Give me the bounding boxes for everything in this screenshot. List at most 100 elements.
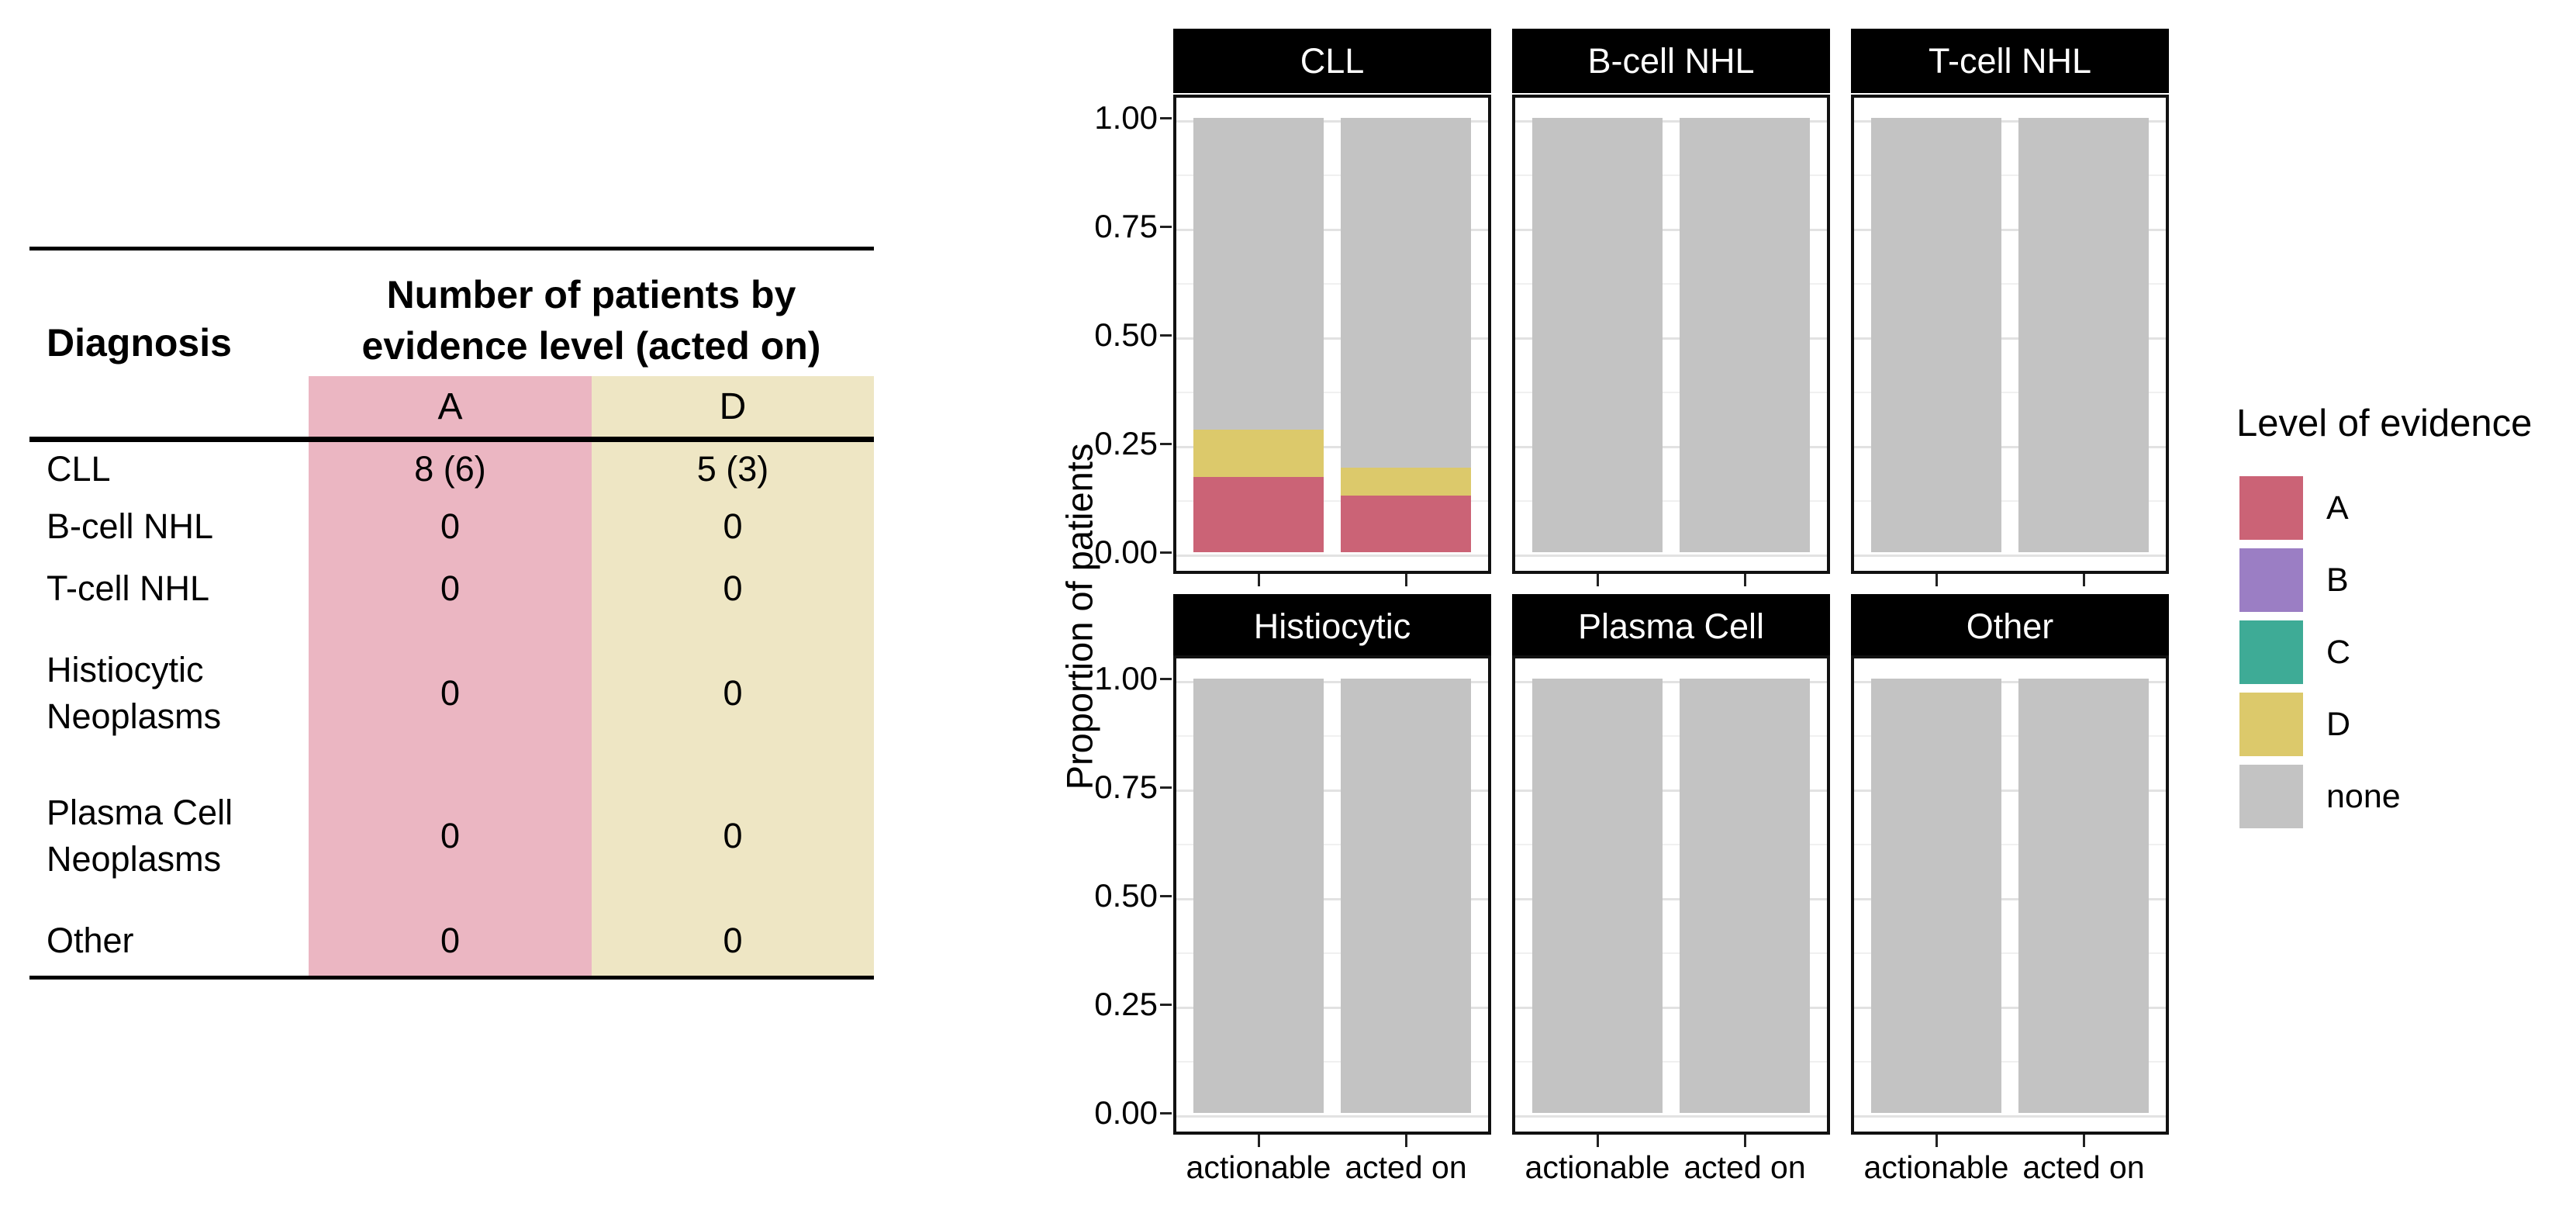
- minor-gridline: [1176, 500, 1488, 502]
- y-tick-mark: [1160, 894, 1172, 897]
- legend-label: D: [2326, 705, 2351, 743]
- facet-panel: [1173, 95, 1491, 574]
- legend-label: C: [2326, 633, 2351, 671]
- bar-segment-D: [1341, 467, 1471, 496]
- major-gridline: [1515, 337, 1827, 340]
- major-gridline: [1854, 554, 2166, 557]
- legend-swatch-B: [2239, 548, 2303, 612]
- minor-gridline: [1854, 175, 2166, 176]
- x-tick-label: acted on: [2022, 1149, 2145, 1185]
- major-gridline: [1176, 445, 1488, 448]
- row-value-a: 0: [309, 556, 592, 620]
- facet-strip-label: B-cell NHL: [1587, 40, 1755, 81]
- major-gridline: [1515, 680, 1827, 683]
- major-gridline: [1176, 337, 1488, 340]
- major-gridline: [1176, 897, 1488, 900]
- y-tick-mark: [1160, 333, 1172, 337]
- y-tick-label: 1.00: [1094, 660, 1158, 696]
- major-gridline: [1515, 897, 1827, 900]
- y-tick-mark: [1160, 116, 1172, 119]
- facet-strip: CLL: [1173, 29, 1491, 93]
- y-axis-title: Proportion of patients: [1058, 443, 1100, 790]
- minor-gridline: [1854, 500, 2166, 502]
- major-gridline: [1854, 119, 2166, 123]
- major-gridline: [1176, 1006, 1488, 1009]
- row-diagnosis: Plasma Cell Neoplasms: [47, 793, 233, 879]
- major-gridline: [1515, 445, 1827, 448]
- major-gridline: [1854, 789, 2166, 792]
- row-value-d: 0: [592, 496, 874, 556]
- table-header-divider: [29, 437, 874, 442]
- row-value-a: 0: [309, 620, 592, 766]
- minor-gridline: [1854, 952, 2166, 954]
- x-tick-mark: [1257, 574, 1260, 586]
- legend-item: C: [2239, 620, 2488, 684]
- row-diagnosis: Histiocytic Neoplasms: [47, 650, 222, 736]
- group-header-line1: Number of patients by: [386, 273, 796, 316]
- bar-segment-D: [1193, 429, 1324, 477]
- y-tick-label: 0.75: [1094, 208, 1158, 244]
- y-tick-label: 0.50: [1094, 316, 1158, 353]
- legend-item: B: [2239, 548, 2488, 612]
- minor-gridline: [1515, 283, 1827, 285]
- major-gridline: [1515, 228, 1827, 231]
- row-value-d: 0: [592, 556, 874, 620]
- legend-label: A: [2326, 489, 2349, 527]
- major-gridline: [1176, 119, 1488, 123]
- bar-segment-none: [1871, 679, 2001, 1113]
- x-tick-label: acted on: [1683, 1149, 1806, 1185]
- minor-gridline: [1854, 392, 2166, 393]
- minor-gridline: [1515, 500, 1827, 502]
- facet-panel: [1851, 655, 2169, 1135]
- major-gridline: [1854, 337, 2166, 340]
- facet-strip: Histiocytic: [1173, 594, 1491, 658]
- x-tick-mark: [1596, 1135, 1599, 1147]
- x-tick-label: actionable: [1863, 1149, 2009, 1185]
- bar-segment-A: [1193, 476, 1324, 552]
- bar-segment-none: [1193, 679, 1324, 1113]
- row-value-a: 0: [309, 496, 592, 556]
- group-column-header: Number of patients by evidence level (ac…: [309, 251, 874, 376]
- minor-gridline: [1854, 1061, 2166, 1063]
- bar-segment-none: [1871, 118, 2001, 552]
- y-tick-label: 0.25: [1094, 986, 1158, 1022]
- facet-strip-label: Other: [1966, 606, 2054, 646]
- legend-label: none: [2326, 777, 2401, 815]
- y-tick-mark: [1160, 1003, 1172, 1006]
- major-gridline: [1176, 680, 1488, 683]
- bar-segment-none: [1532, 118, 1663, 552]
- legend-swatch-D: [2239, 693, 2303, 756]
- row-value-a: 0: [309, 906, 592, 976]
- row-value-d: 0: [592, 620, 874, 766]
- table-row: Other 0 0: [29, 906, 874, 976]
- y-tick-mark: [1160, 677, 1172, 680]
- minor-gridline: [1176, 735, 1488, 737]
- minor-gridline: [1854, 283, 2166, 285]
- row-diagnosis: Other: [47, 921, 134, 960]
- facet-panel: [1851, 95, 2169, 574]
- row-value-d: 5 (3): [592, 442, 874, 496]
- facet-panel: [1512, 95, 1830, 574]
- facet-strip-label: T-cell NHL: [1928, 40, 2092, 81]
- x-tick-mark: [1935, 1135, 1938, 1147]
- y-tick-mark: [1160, 442, 1172, 445]
- facet-strip: T-cell NHL: [1851, 29, 2169, 93]
- bar-segment-none: [1532, 679, 1663, 1113]
- minor-gridline: [1515, 1061, 1827, 1063]
- major-gridline: [1854, 680, 2166, 683]
- diagnosis-column-header: Diagnosis: [47, 321, 232, 365]
- table-row: CLL 8 (6) 5 (3): [29, 442, 874, 496]
- table-row: Plasma Cell Neoplasms 0 0: [29, 766, 874, 906]
- y-tick-label: 1.00: [1094, 99, 1158, 136]
- row-value-a: 8 (6): [309, 442, 592, 496]
- facet-strip-label: Histiocytic: [1253, 606, 1411, 646]
- x-tick-mark: [1257, 1135, 1260, 1147]
- bar-segment-none: [2018, 679, 2149, 1113]
- facet-strip: B-cell NHL: [1512, 29, 1830, 93]
- minor-gridline: [1515, 392, 1827, 393]
- x-tick-label: actionable: [1525, 1149, 1670, 1185]
- table-subheader-row: A D: [29, 376, 874, 437]
- y-tick-mark: [1160, 786, 1172, 789]
- minor-gridline: [1854, 844, 2166, 845]
